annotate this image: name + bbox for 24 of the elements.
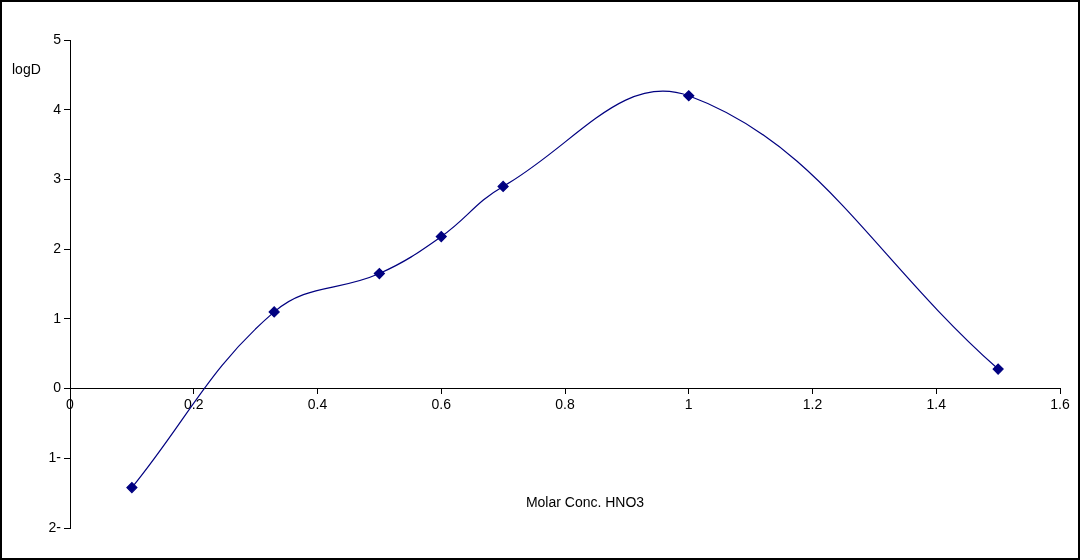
point <box>268 306 280 318</box>
y-axis-title: logD <box>12 60 41 77</box>
x-tick-label: 0.6 <box>431 395 452 412</box>
x-axis-title: Molar Conc. HNO3 <box>525 493 645 510</box>
y-tick-label: 0 <box>53 379 62 396</box>
point <box>126 481 138 494</box>
x-tick-label: 1.2 <box>802 395 823 412</box>
y-tick-label: 1- <box>48 449 62 466</box>
point <box>683 90 695 102</box>
y-tick-label: 1 <box>53 309 62 326</box>
x-tick-label: 1.6 <box>1050 395 1070 412</box>
x-tick-label: 1 <box>684 395 693 412</box>
point <box>373 267 385 280</box>
point <box>497 180 509 192</box>
x-tick-label: 0.4 <box>307 395 328 412</box>
point <box>435 230 447 243</box>
y-tick-label: 2 <box>53 240 62 256</box>
point <box>992 363 1004 375</box>
y-tick-label: 5 <box>53 30 62 47</box>
y-tick-label: 3 <box>53 170 62 187</box>
y-tick-label: 4 <box>53 100 62 117</box>
x-tick-label: 1.4 <box>926 395 947 412</box>
y-tick-label: 2- <box>48 518 62 535</box>
x-tick-label: 0.8 <box>555 395 575 412</box>
